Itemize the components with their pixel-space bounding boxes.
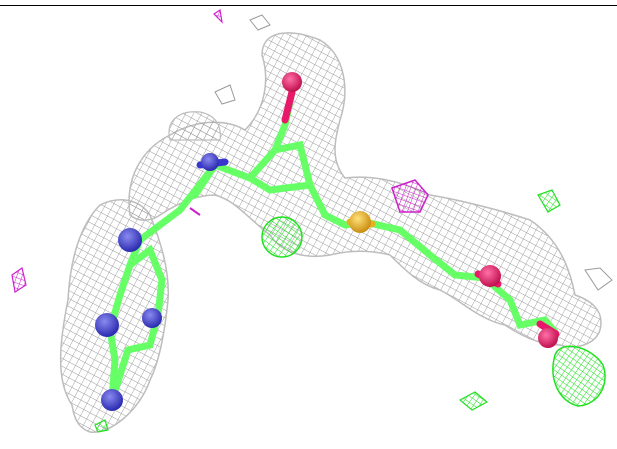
negative-density-blob bbox=[189, 207, 201, 216]
nitrogen-atom bbox=[101, 389, 123, 411]
nitrogen-atom bbox=[142, 308, 162, 328]
pyrimidine-ring-bonds bbox=[106, 244, 166, 402]
negative-density-blob bbox=[11, 267, 27, 293]
ligand-bonds bbox=[106, 88, 559, 402]
positive-difference-density bbox=[94, 189, 606, 433]
nitrogen-atom bbox=[118, 228, 142, 252]
negative-density-blob bbox=[391, 179, 429, 213]
ligand-atoms bbox=[95, 72, 558, 411]
positive-density-blob bbox=[552, 345, 606, 407]
oxygen-atom bbox=[538, 328, 558, 348]
oxygen-atom bbox=[479, 265, 501, 287]
negative-difference-density bbox=[11, 8, 429, 293]
positive-density-blob bbox=[537, 189, 561, 213]
positive-density-blob bbox=[94, 419, 109, 433]
positive-density-blob bbox=[261, 216, 303, 258]
nitrogen-atom bbox=[201, 153, 219, 171]
nitrogen-atom bbox=[95, 313, 119, 337]
positive-density-blob bbox=[458, 391, 489, 411]
oxygen-atom bbox=[282, 72, 302, 92]
viewport-top-border bbox=[0, 5, 617, 6]
negative-density-blob bbox=[213, 8, 223, 24]
sulfur-atom bbox=[349, 211, 371, 233]
